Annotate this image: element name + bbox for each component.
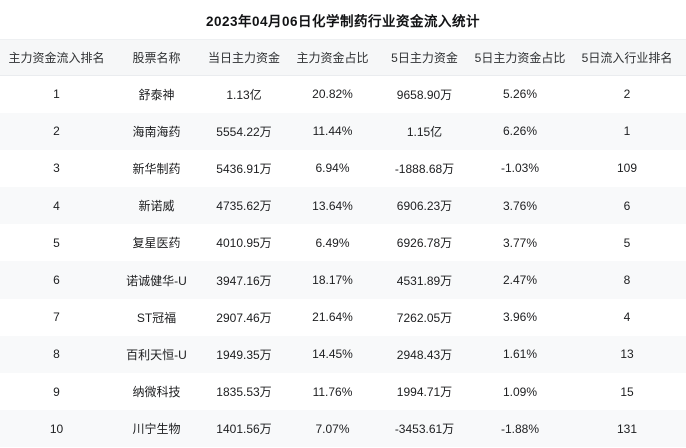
cell-stock-name: 新诺威 [138,199,175,214]
cell-main-fund-today: 1949.35万 [216,347,272,362]
cell-industry-rank-5d: 4 [623,310,631,325]
cell-stock-name: 新华制药 [132,161,181,176]
cell-stock-name: 川宁生物 [132,422,181,437]
fund-flow-table: 主力资金流入排名 股票名称 当日主力资金 主力资金占比 5日主力资金 5日主力资… [0,39,686,448]
cell-main-fund-5d-pct: 1.09% [502,384,538,399]
cell-main-fund-5d-pct: 6.26% [502,124,538,139]
cell-main-fund-5d: 7262.05万 [396,310,453,325]
cell-rank: 1 [53,87,60,102]
table-row: 5 复星医药 4010.95万 6.49% 6926.78万 3.77% 5 [0,224,686,262]
cell-main-fund-5d-pct: 2.47% [502,273,538,288]
cell-main-fund-today: 4010.95万 [216,236,272,251]
cell-main-fund-5d-pct: 1.61% [502,347,538,362]
cell-main-fund-today: 4735.62万 [216,199,272,214]
column-header-main-fund-5d-pct: 5日主力资金占比 [474,51,566,65]
cell-main-fund-5d: 2948.43万 [396,347,453,362]
cell-main-fund-5d: 6926.78万 [396,236,453,251]
cell-main-fund-pct: 21.64% [312,310,353,325]
table-row: 10 川宁生物 1401.56万 7.07% -3453.61万 -1.88% … [0,410,686,448]
cell-rank: 9 [53,384,60,399]
cell-main-fund-5d: 1994.71万 [396,385,453,400]
cell-main-fund-pct: 6.94% [315,161,350,176]
page-title: 2023年04月06日化学制药行业资金流入统计 [205,13,481,29]
table-row: 4 新诺威 4735.62万 13.64% 6906.23万 3.76% 6 [0,187,686,225]
cell-main-fund-today: 2907.46万 [216,310,272,325]
table-row: 8 百利天恒-U 1949.35万 14.45% 2948.43万 1.61% … [0,335,686,373]
cell-main-fund-5d: -3453.61万 [394,422,455,437]
cell-rank: 8 [53,347,60,362]
column-header-main-inflow-rank: 主力资金流入排名 [8,51,105,65]
cell-main-fund-pct: 18.17% [312,273,353,288]
cell-industry-rank-5d: 6 [623,198,631,213]
cell-rank: 2 [53,124,60,139]
cell-industry-rank-5d: 8 [623,273,631,288]
title-bar: 2023年04月06日化学制药行业资金流入统计 [0,0,686,39]
cell-main-fund-today: 1.13亿 [226,87,262,102]
cell-main-fund-pct: 11.44% [312,124,353,139]
cell-main-fund-5d-pct: 3.76% [502,198,538,213]
cell-rank: 6 [53,273,60,288]
cell-main-fund-5d: 4531.89万 [396,273,453,288]
cell-main-fund-5d-pct: -1.03% [500,161,540,176]
table-body: 1 舒泰神 1.13亿 20.82% 9658.90万 5.26% 2 2 海南… [0,75,686,448]
cell-main-fund-pct: 14.45% [312,347,353,362]
cell-rank: 3 [53,161,60,176]
cell-main-fund-5d: 1.15亿 [406,124,443,139]
cell-rank: 5 [53,235,60,250]
cell-main-fund-today: 1401.56万 [216,422,272,437]
table-row: 2 海南海药 5554.22万 11.44% 1.15亿 6.26% 1 [0,112,686,150]
column-header-industry-rank-5d: 5日流入行业排名 [581,51,673,65]
table-row: 3 新华制药 5436.91万 6.94% -1888.68万 -1.03% 1… [0,149,686,188]
cell-rank: 10 [49,421,64,436]
cell-industry-rank-5d: 131 [616,421,638,436]
cell-main-fund-5d-pct: 5.26% [502,87,538,102]
cell-rank: 4 [53,198,60,213]
cell-stock-name: 海南海药 [132,124,181,139]
cell-stock-name: 纳微科技 [132,385,181,400]
column-header-main-fund-5d: 5日主力资金 [391,51,458,65]
cell-main-fund-pct: 7.07% [315,421,350,436]
cell-stock-name: ST冠福 [136,310,177,325]
cell-rank: 7 [53,310,60,325]
cell-main-fund-5d-pct: -1.88% [500,421,540,436]
cell-main-fund-5d: 6906.23万 [396,199,453,214]
cell-main-fund-pct: 11.76% [312,384,353,399]
cell-stock-name: 诺诚健华-U [126,273,187,288]
cell-main-fund-pct: 6.49% [315,235,350,250]
table-header: 主力资金流入排名 股票名称 当日主力资金 主力资金占比 5日主力资金 5日主力资… [0,39,686,76]
cell-main-fund-pct: 13.64% [312,198,353,213]
cell-main-fund-5d: 9658.90万 [396,87,453,102]
cell-main-fund-today: 3947.16万 [216,273,272,288]
column-header-main-fund-today: 当日主力资金 [207,51,280,65]
cell-main-fund-today: 1835.53万 [216,385,272,400]
table-row: 6 诺诚健华-U 3947.16万 18.17% 4531.89万 2.47% … [0,261,686,299]
cell-stock-name: 百利天恒-U [126,347,187,362]
cell-industry-rank-5d: 13 [620,347,634,362]
column-header-main-fund-pct: 主力资金占比 [296,51,369,65]
cell-stock-name: 舒泰神 [138,87,175,102]
cell-industry-rank-5d: 1 [623,124,631,139]
table-row: 9 纳微科技 1835.53万 11.76% 1994.71万 1.09% 15 [0,373,686,411]
cell-main-fund-5d: -1888.68万 [394,161,455,176]
cell-stock-name: 复星医药 [132,236,181,251]
cell-industry-rank-5d: 15 [620,384,634,399]
cell-main-fund-5d-pct: 3.96% [502,310,538,325]
column-header-stock-name: 股票名称 [132,51,181,65]
cell-industry-rank-5d: 2 [623,87,631,102]
cell-industry-rank-5d: 109 [616,161,638,176]
table-row: 1 舒泰神 1.13亿 20.82% 9658.90万 5.26% 2 [0,75,686,113]
cell-main-fund-5d-pct: 3.77% [502,235,538,250]
header-row: 主力资金流入排名 股票名称 当日主力资金 主力资金占比 5日主力资金 5日主力资… [0,39,686,76]
cell-main-fund-today: 5436.91万 [216,161,272,176]
table-row: 7 ST冠福 2907.46万 21.64% 7262.05万 3.96% 4 [0,298,686,336]
cell-main-fund-pct: 20.82% [312,87,353,102]
cell-main-fund-today: 5554.22万 [216,124,272,139]
cell-industry-rank-5d: 5 [623,235,631,250]
